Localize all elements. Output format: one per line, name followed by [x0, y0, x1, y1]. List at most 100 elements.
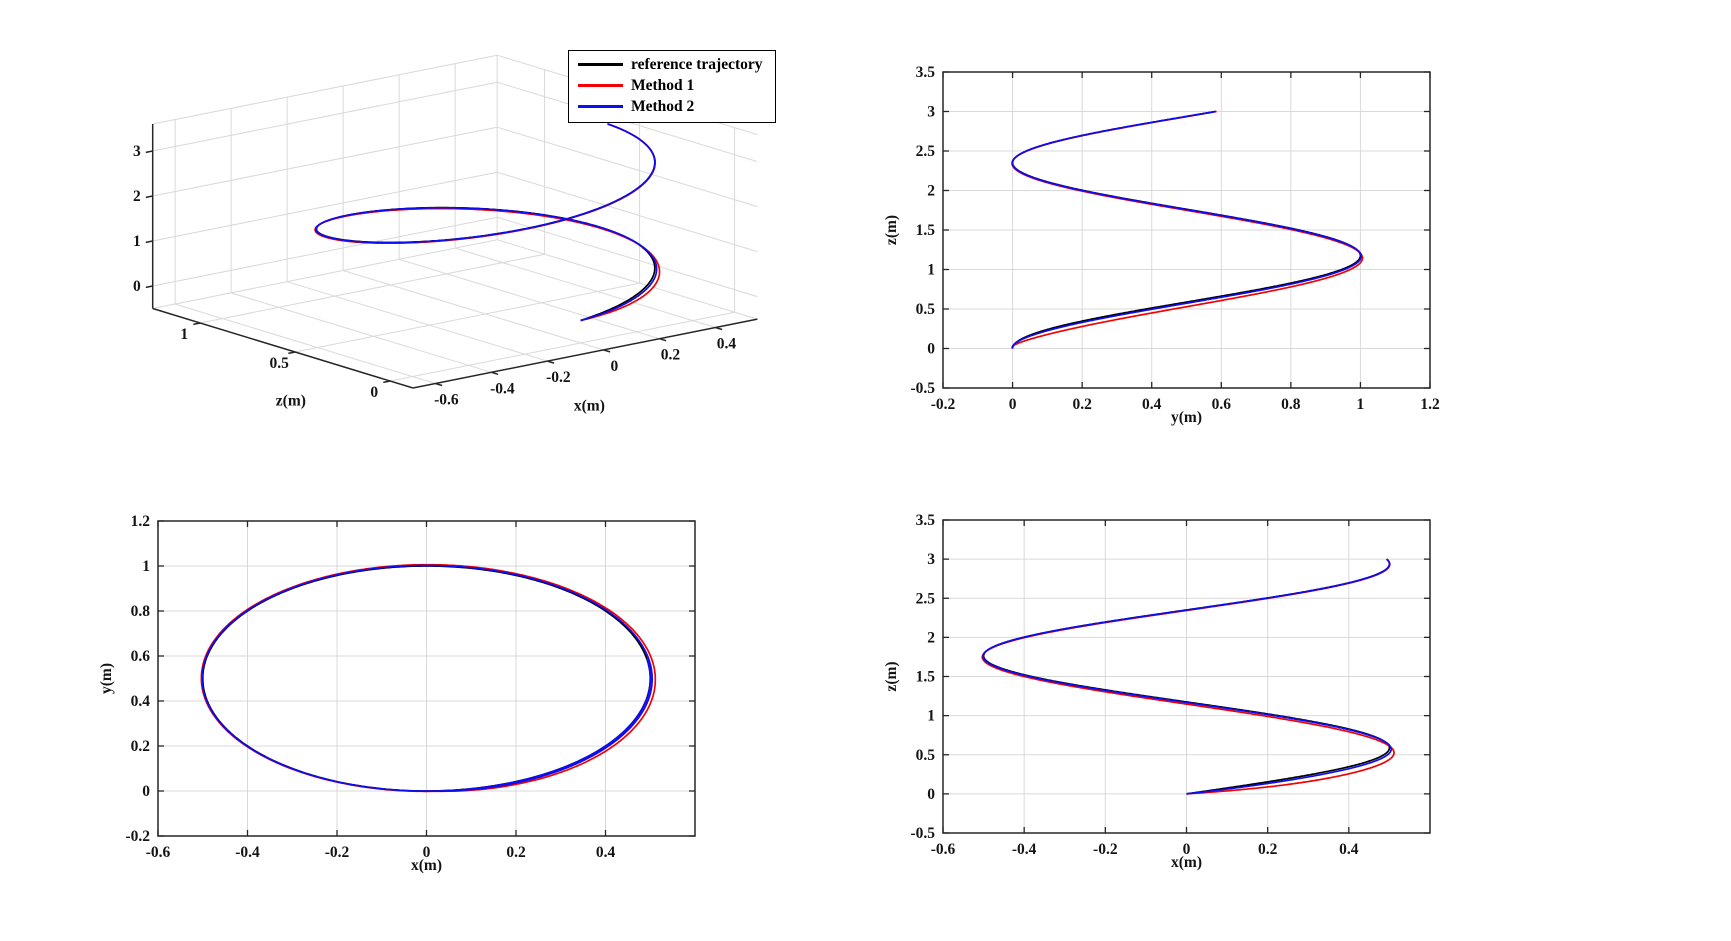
depth-axis — [152, 307, 414, 389]
grid-3d — [152, 54, 758, 384]
y-tick-label: 0 — [927, 341, 935, 358]
x-tick-label: 0.4 — [1142, 396, 1162, 413]
floor-grid-x — [454, 247, 716, 328]
y-tick-label: 1.2 — [131, 513, 151, 530]
curve3d-method2 — [315, 123, 658, 322]
y-tick-label: 0.6 — [131, 648, 151, 665]
legend-label-reference: reference trajectory — [631, 55, 763, 73]
y-axis-label: y(m) — [98, 663, 115, 694]
wall-grid-z2 — [496, 216, 758, 298]
y-axis-label: z(m) — [883, 215, 900, 245]
y-tick-label: 2.5 — [916, 590, 936, 607]
y-tick-label: 3 — [927, 551, 935, 568]
y-tick-label: 2.5 — [916, 143, 936, 160]
depth-tick-label: 0 — [370, 384, 378, 401]
vertical-tick-label: 3 — [133, 143, 141, 160]
depth-axis-label: z(m) — [276, 392, 306, 409]
y-tick-label: 2 — [927, 183, 935, 200]
y-tick-label: 1 — [927, 262, 935, 279]
panel-xy-projection: -0.6 -0.4 -0.2 0 0.2 0.4 -0.2 0 0.2 0.4 0.6 0.8 1 1.2… — [98, 513, 696, 874]
x-tick-label: -0.6 — [146, 844, 171, 861]
y-tick-label: 0.5 — [916, 301, 936, 318]
y-axis-label: z(m) — [883, 661, 900, 691]
grid — [942, 71, 1431, 389]
floor-grid-y — [200, 253, 545, 324]
y-tick-label: 3.5 — [916, 64, 936, 81]
x-tick-label: -0.4 — [235, 844, 260, 861]
y-tick-label: 1 — [142, 558, 150, 575]
y-tick-label: 0.5 — [916, 747, 936, 764]
vertical-tick — [145, 240, 153, 244]
y-tick-label: 0.2 — [131, 738, 151, 755]
legend-item-method1: Method 1 — [578, 75, 763, 96]
x-tick — [603, 349, 611, 353]
y-tick-label: 1.5 — [916, 669, 936, 686]
y-tick-label: 2 — [927, 629, 935, 646]
box-edge — [152, 54, 498, 125]
ticks — [942, 71, 1431, 389]
y-tick-label: 3 — [927, 104, 935, 121]
panel-trajectory-3d: -0.6 -0.4 -0.2 0 0.2 0.4 0 0.5 1 0 1 2 3 x(m) z(m) — [133, 54, 758, 415]
depth-tick-label: 1 — [180, 326, 188, 343]
wall-grid-z1 — [152, 216, 498, 287]
x-tick-label: 0.4 — [1339, 841, 1359, 858]
grid — [157, 520, 695, 837]
vertical-tick-label: 0 — [133, 278, 141, 295]
x-tick-label: 0.4 — [596, 844, 616, 861]
x-tick — [715, 326, 723, 331]
legend-item-method2: Method 2 — [578, 96, 763, 117]
x-tick-label: -0.2 — [1093, 841, 1118, 858]
vertical-tick — [145, 285, 153, 289]
x-axis-label: x(m) — [411, 857, 442, 874]
legend-label-method1: Method 1 — [631, 76, 695, 94]
ticks — [942, 519, 1430, 834]
floor-grid-x — [230, 292, 492, 373]
y-tick-label: 0 — [142, 783, 150, 800]
x-tick-label: -0.4 — [1012, 841, 1037, 858]
x-tick-label: 1.2 — [1420, 396, 1440, 413]
y-tick-label: -0.2 — [125, 828, 150, 845]
x-tick — [435, 382, 443, 387]
curve-method2 — [1011, 110, 1363, 350]
depth-tick — [383, 380, 391, 384]
legend-line-method2-icon — [578, 105, 623, 108]
floor-grid-x — [174, 303, 436, 384]
x-tick-label: 1 — [1357, 396, 1365, 413]
x-tick-label: 0.2 — [1258, 841, 1278, 858]
legend-line-reference-icon — [578, 63, 623, 66]
x3d-tick-label: 0.2 — [661, 347, 681, 364]
floor-grid-y — [390, 311, 735, 382]
x-tick-label: 0 — [1009, 396, 1017, 413]
x3d-tick-label: -0.6 — [434, 392, 459, 409]
floor-grid-x — [286, 281, 548, 362]
x-tick-label: -0.6 — [931, 841, 956, 858]
legend-line-method1-icon — [578, 84, 623, 87]
x-tick-label: 0 — [423, 844, 431, 861]
box-edge — [496, 239, 758, 320]
x-tick — [659, 337, 667, 342]
x3d-tick-label: 0 — [611, 358, 619, 375]
x-tick-label: -0.2 — [325, 844, 350, 861]
x-tick-label: 0.2 — [1072, 396, 1092, 413]
x-tick-label: 0.6 — [1212, 396, 1232, 413]
y-tick-label: 0.8 — [131, 603, 151, 620]
legend-box: reference trajectory Method 1 Method 2 — [568, 50, 776, 123]
legend-label-method2: Method 2 — [631, 97, 695, 115]
y-tick-label: -0.5 — [910, 825, 935, 842]
wall-grid-z1 — [152, 171, 498, 242]
x-tick — [547, 360, 555, 364]
panel-xz-projection: -0.6 -0.4 -0.2 0 0.2 0.4 -0.5 0 0.5 1 1.5 2 2.5 3 3.5 x… — [883, 512, 1431, 871]
depth-tick — [288, 351, 296, 355]
y-tick-label: -0.5 — [910, 380, 935, 397]
vertical-tick — [145, 195, 153, 199]
x-axis-label: y(m) — [1171, 409, 1202, 426]
x-axis-label: x(m) — [1171, 854, 1202, 871]
y-tick-label: 0.4 — [131, 693, 151, 710]
floor-grid-y — [295, 282, 640, 353]
y-tick-label: 0 — [927, 786, 935, 803]
floor-grid-x — [398, 258, 660, 340]
grid — [942, 519, 1430, 834]
wall-grid-z1 — [152, 81, 498, 152]
y-tick-label: 1.5 — [916, 222, 936, 239]
